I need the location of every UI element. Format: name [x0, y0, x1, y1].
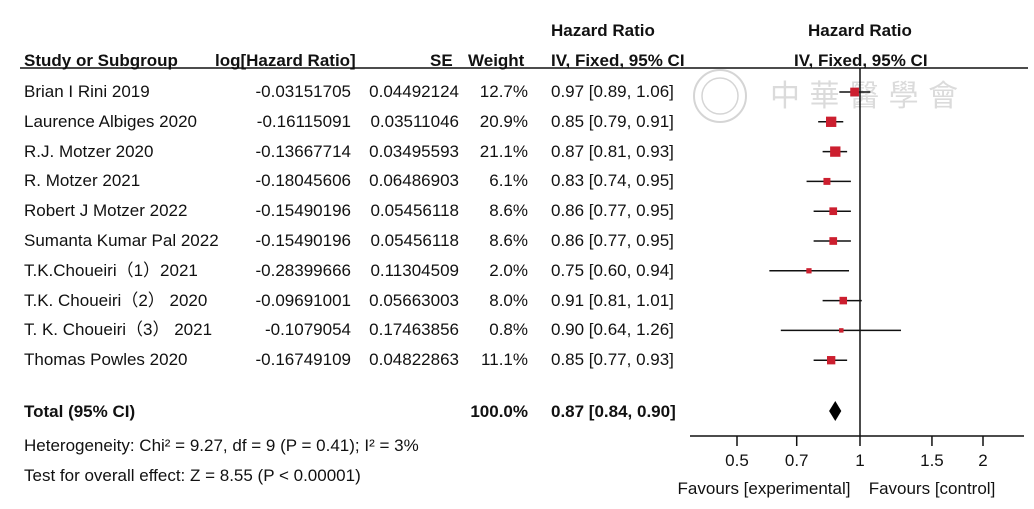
ci-column-header: IV, Fixed, 95% CI	[551, 51, 685, 70]
loghr-value: -0.18045606	[255, 171, 351, 191]
weight-value: 12.7%	[479, 82, 528, 101]
loghr-column-header: log[Hazard Ratio]	[215, 51, 356, 70]
study-name: T. K. Choueiri（3） 2021	[24, 320, 213, 340]
loghr-value: -0.16115091	[256, 111, 351, 131]
ci-value: 0.85 [0.77, 0.93]	[551, 350, 674, 370]
weight-value: 8.0%	[489, 290, 528, 310]
total-ci: 0.87 [0.84, 0.90]	[551, 402, 676, 421]
effect-marker	[830, 146, 841, 157]
se-value: 0.05456118	[370, 231, 459, 250]
x-tick-label: 1	[855, 451, 864, 470]
study-name: Thomas Powles 2020	[24, 350, 188, 370]
ci-value: 0.91 [0.81, 1.01]	[551, 290, 674, 310]
weight-value: 2.0%	[489, 260, 528, 280]
effect-marker	[839, 296, 848, 305]
favours-control-label: Favours [control]	[869, 479, 996, 498]
se-value: 0.11304509	[370, 260, 459, 280]
study-name: R.J. Motzer 2020	[24, 141, 154, 161]
watermark-text: 中 華 醫 學 會	[770, 79, 958, 114]
se-value: 0.05456118	[370, 201, 459, 221]
loghr-value: -0.13667714	[255, 141, 351, 161]
ci-value: 0.86 [0.77, 0.95]	[551, 201, 674, 221]
se-value: 0.05663003	[369, 290, 459, 310]
effect-marker	[829, 207, 838, 216]
study-name: Laurence Albiges 2020	[24, 111, 197, 131]
se-value: 0.17463856	[369, 320, 459, 340]
ci-value: 0.85 [0.79, 0.91]	[551, 111, 674, 131]
study-name: T.K.Choueiri（1）2021	[24, 260, 198, 280]
effect-marker	[850, 87, 859, 97]
ci-value: 0.83 [0.74, 0.95]	[551, 171, 674, 191]
ci-value: 0.87 [0.81, 0.93]	[551, 141, 674, 161]
se-value: 0.04492124	[369, 82, 459, 101]
se-value: 0.03511046	[370, 111, 459, 131]
weight-value: 0.8%	[489, 320, 528, 340]
effect-marker	[826, 356, 836, 365]
overall-effect-text: Test for overall effect: Z = 8.55 (P < 0…	[24, 466, 361, 485]
study-name: R. Motzer 2021	[24, 171, 141, 191]
hr-header-top-right: Hazard Ratio	[808, 21, 912, 40]
loghr-value: -0.28399666	[255, 260, 351, 280]
weight-value: 21.1%	[479, 141, 528, 161]
effect-marker	[826, 116, 837, 127]
se-value: 0.06486903	[369, 171, 459, 191]
weight-value: 8.6%	[489, 231, 528, 250]
effect-marker	[823, 177, 831, 185]
loghr-value: -0.15490196	[255, 201, 351, 221]
ci-value: 0.86 [0.77, 0.95]	[551, 231, 674, 250]
study-name: Brian I Rini 2019	[24, 82, 150, 101]
effect-marker	[829, 237, 838, 245]
x-tick-label: 2	[978, 451, 987, 470]
effect-marker	[839, 328, 844, 333]
x-tick-label: 0.7	[785, 451, 809, 470]
loghr-value: -0.16749109	[255, 350, 351, 370]
hr-header-top-left: Hazard Ratio	[551, 21, 655, 40]
se-value: 0.04822863	[369, 350, 459, 370]
effect-marker	[806, 268, 812, 274]
ci-value: 0.90 [0.64, 1.26]	[551, 320, 674, 340]
favours-experimental-label: Favours [experimental]	[678, 479, 851, 498]
heterogeneity-text: Heterogeneity: Chi² = 9.27, df = 9 (P = …	[24, 436, 419, 455]
total-label: Total (95% CI)	[24, 402, 136, 421]
study-name: T.K. Choueiri（2） 2020	[24, 290, 208, 310]
weight-value: 6.1%	[489, 171, 528, 191]
ci-value: 0.75 [0.60, 0.94]	[551, 260, 674, 280]
weight-column-header: Weight	[468, 51, 525, 70]
weight-value: 8.6%	[489, 201, 528, 221]
study-name: Robert J Motzer 2022	[24, 201, 188, 221]
weight-value: 11.1%	[481, 350, 528, 370]
ci-value: 0.97 [0.89, 1.06]	[551, 82, 674, 101]
loghr-value: -0.1079054	[264, 320, 351, 340]
loghr-value: -0.15490196	[255, 231, 351, 250]
loghr-value: -0.03151705	[255, 82, 351, 101]
x-tick-label: 1.5	[920, 451, 944, 470]
pooled-diamond	[829, 401, 842, 421]
study-name: Sumanta Kumar Pal 2022	[24, 231, 219, 250]
weight-value: 20.9%	[479, 111, 528, 131]
watermark-logo: 中 華 醫 學 會	[690, 66, 990, 126]
total-weight: 100.0%	[470, 402, 528, 421]
loghr-value: -0.09691001	[255, 290, 351, 310]
ci-right-column-header: IV, Fixed, 95% CI	[794, 51, 928, 70]
x-tick-label: 0.5	[725, 451, 749, 470]
se-value: 0.03495593	[369, 141, 459, 161]
study-column-header: Study or Subgroup	[24, 51, 178, 70]
se-column-header: SE	[430, 51, 453, 70]
